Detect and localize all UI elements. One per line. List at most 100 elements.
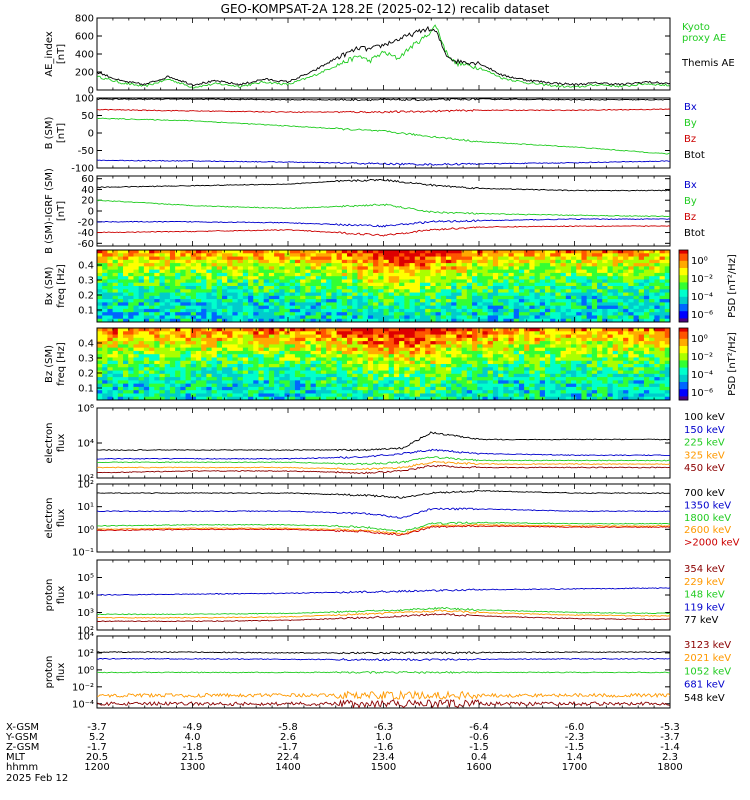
spectrogram-cell: [263, 354, 270, 358]
spectrogram-cell: [237, 308, 244, 313]
spectrogram-cell: [117, 312, 124, 316]
spectrogram-cell: [628, 315, 634, 320]
spectrogram-cell: [518, 269, 525, 274]
spectrogram-cell: [534, 396, 541, 401]
spectrogram-cell: [268, 337, 275, 342]
spectrogram-cell: [326, 269, 332, 274]
spectrogram-cell: [477, 318, 483, 323]
spectrogram-cell: [654, 292, 660, 297]
spectrogram-cell: [435, 393, 442, 398]
spectrogram-cell: [310, 272, 317, 277]
spectrogram-cell: [123, 393, 129, 398]
spectrogram-cell: [222, 279, 228, 284]
spectrogram-cell: [404, 279, 410, 284]
spectrogram-cell: [539, 344, 546, 349]
y-tick-label: 0.1: [78, 306, 94, 317]
spectrogram-cell: [367, 380, 374, 385]
spectrogram-cell: [612, 289, 619, 293]
spectrogram-cell: [472, 390, 478, 394]
spectrogram-cell: [128, 347, 134, 352]
spectrogram-cell: [654, 259, 660, 264]
spectrogram-cell: [289, 373, 296, 378]
spectrogram-cell: [274, 354, 280, 358]
spectrogram-cell: [654, 308, 660, 313]
spectrogram-cell: [300, 386, 306, 391]
spectrogram-cell: [492, 259, 499, 264]
spectrogram-cell: [487, 341, 494, 345]
spectrogram-cell: [456, 312, 463, 316]
spectrogram-cell: [185, 292, 192, 297]
spectrogram-cell: [607, 256, 614, 261]
spectrogram-cell: [513, 373, 520, 378]
legend-entry: Btot: [684, 150, 705, 161]
spectrogram-cell: [97, 337, 103, 342]
spectrogram-cell: [524, 341, 530, 345]
spectrogram-cell: [149, 396, 155, 401]
spectrogram-cell: [446, 263, 452, 267]
spectrogram-cell: [195, 370, 202, 375]
spectrogram-cell: [367, 334, 374, 339]
spectrogram-cell: [383, 253, 390, 257]
spectrogram-cell: [643, 276, 650, 280]
spectrogram-cell: [123, 360, 129, 365]
spectrogram-cell: [175, 276, 181, 280]
spectrogram-cell: [201, 377, 207, 381]
spectrogram-cell: [320, 344, 327, 349]
spectrogram-cell: [123, 308, 129, 313]
spectrogram-cell: [149, 286, 155, 290]
colorbar-tick-label: 10⁻²: [691, 274, 713, 285]
y-tick-label: 0.2: [78, 291, 94, 302]
spectrogram-cell: [544, 315, 551, 320]
spectrogram-cell: [190, 286, 197, 290]
spectrogram-cell: [472, 344, 478, 349]
spectrogram-cell: [576, 263, 582, 267]
spectrogram-cell: [508, 390, 515, 394]
spectrogram-cell: [279, 337, 285, 342]
spectrogram-cell: [195, 328, 202, 332]
spectrogram-cell: [383, 315, 390, 320]
spectrogram-cell: [97, 269, 103, 274]
spectrogram-cell: [487, 289, 494, 293]
spectrogram-cell: [456, 350, 463, 355]
spectrogram-cell: [263, 341, 270, 345]
spectrogram-cell: [310, 341, 317, 345]
spectrogram-cell: [477, 295, 483, 300]
spectrogram-cell: [258, 367, 265, 371]
spectrogram-cell: [154, 282, 160, 287]
spectrogram-cell: [602, 263, 608, 267]
spectrogram-cell: [336, 344, 343, 349]
spectrogram-cell: [232, 272, 239, 277]
spectrogram-cell: [435, 390, 442, 394]
spectrogram-cell: [320, 390, 327, 394]
spectrogram-cell: [518, 347, 525, 352]
spectrogram-cell: [425, 263, 431, 267]
spectrogram-cell: [289, 354, 296, 358]
spectrogram-cell: [430, 276, 436, 280]
spectrogram-cell: [258, 272, 265, 277]
spectrogram-cell: [149, 315, 155, 320]
spectrogram-cell: [310, 302, 317, 307]
spectrogram-cell: [534, 279, 541, 284]
spectrogram-cell: [274, 295, 280, 300]
spectrogram-cell: [576, 286, 582, 290]
spectrogram-cell: [388, 263, 395, 267]
colorbar-cell: [679, 291, 688, 294]
spectrogram-cell: [310, 292, 317, 297]
spectrogram-cell: [138, 364, 145, 368]
spectrogram-cell: [430, 364, 436, 368]
spectrogram-cell: [331, 269, 338, 274]
legend-entry: Btot: [684, 228, 705, 239]
spectrogram-cell: [461, 259, 468, 264]
spectrogram-cell: [164, 370, 171, 375]
spectrogram-cell: [242, 373, 249, 378]
spectrogram-cell: [305, 386, 311, 391]
spectrogram-cell: [315, 250, 322, 254]
spectrogram-cell: [472, 357, 478, 362]
spectrogram-cell: [560, 302, 567, 307]
spectrogram-cell: [242, 341, 249, 345]
spectrogram-cell: [294, 315, 301, 320]
spectrogram-cell: [242, 360, 249, 365]
spectrogram-cell: [555, 299, 562, 303]
spectrogram-cell: [414, 302, 421, 307]
spectrogram-cell: [143, 364, 150, 368]
